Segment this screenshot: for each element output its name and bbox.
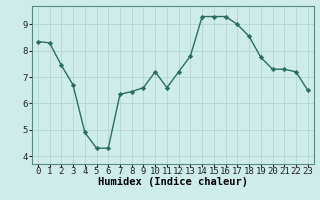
X-axis label: Humidex (Indice chaleur): Humidex (Indice chaleur) (98, 177, 248, 187)
